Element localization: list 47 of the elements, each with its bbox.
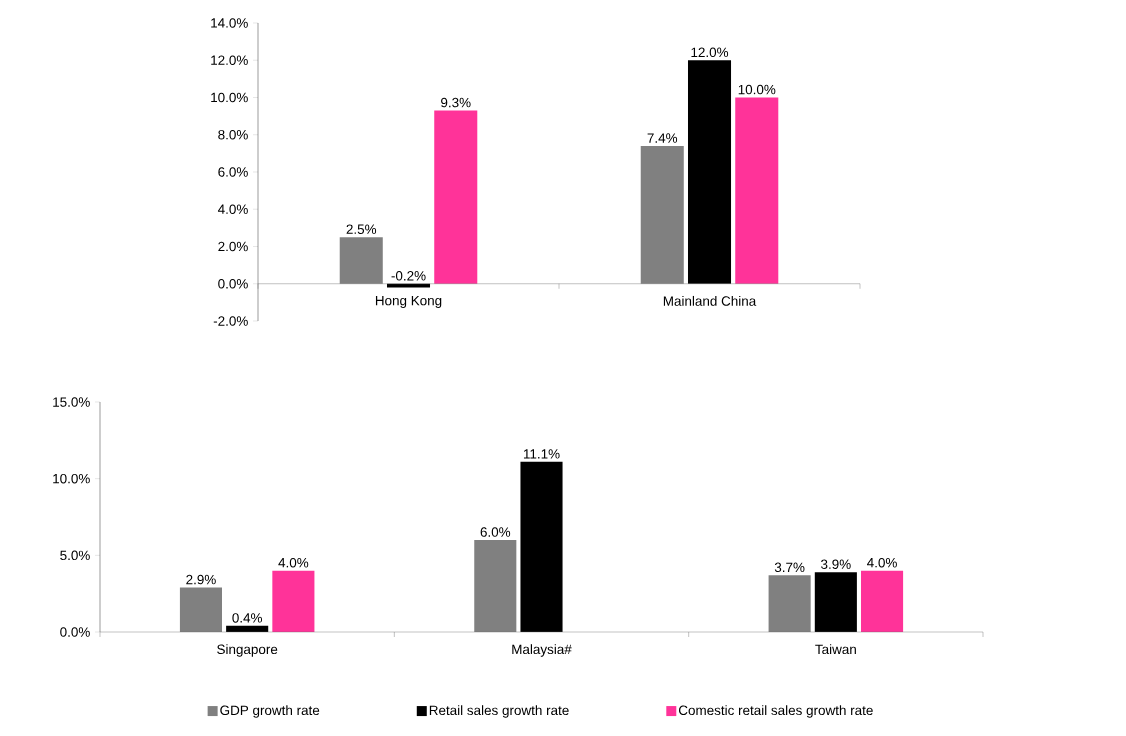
y-tick-label: 12.0% [211, 55, 248, 65]
data-label: -0.2% [391, 271, 426, 281]
legend-label: Retail sales growth rate [429, 705, 569, 718]
bar [735, 97, 779, 284]
y-tick-label: 14.0% [211, 18, 248, 28]
y-tick-label: 10.0% [53, 473, 90, 484]
y-tick-label: 10.0% [211, 92, 248, 103]
bar [272, 570, 315, 632]
bar [814, 572, 857, 632]
data-label: 9.3% [441, 97, 471, 108]
data-label: 2.9% [186, 574, 216, 585]
bar [474, 540, 517, 632]
y-tick-label: 6.0% [218, 167, 248, 177]
y-tick-label: 15.0% [53, 397, 90, 407]
bar [179, 587, 222, 632]
x-tick-label: Hong Kong [375, 295, 442, 308]
x-tick-label: Mainland China [663, 295, 757, 306]
x-tick-label: Singapore [217, 644, 278, 657]
bar [434, 110, 478, 284]
data-label: 3.7% [774, 562, 805, 573]
data-label: 4.0% [278, 557, 309, 568]
y-tick-label: 5.0% [60, 550, 90, 561]
x-tick-label: Taiwan [815, 644, 856, 655]
legend-label: Comestic retail sales growth rate [678, 705, 873, 718]
data-label: 4.0% [867, 557, 897, 568]
data-label: 0.4% [232, 613, 263, 623]
data-label: 3.9% [821, 559, 851, 569]
legend-label: GDP growth rate [220, 705, 320, 718]
bar [520, 461, 563, 632]
bar [339, 237, 383, 284]
y-tick-label: 0.0% [218, 278, 248, 289]
data-label: 2.5% [346, 224, 377, 234]
data-label: 11.1% [523, 449, 560, 459]
y-tick-label: 8.0% [218, 129, 248, 140]
bar [640, 145, 684, 284]
y-tick-label: 2.0% [218, 241, 248, 252]
data-label: 6.0% [480, 527, 511, 537]
data-label: 7.4% [647, 133, 678, 143]
bar [687, 60, 732, 284]
data-label: 10.0% [738, 84, 776, 95]
y-tick-label: 4.0% [217, 204, 248, 214]
y-tick-label: 0.0% [60, 627, 90, 637]
y-tick-label: -2.0% [213, 316, 248, 326]
x-tick-label: Malaysia# [512, 644, 572, 657]
bar [768, 575, 811, 632]
bar [861, 570, 904, 632]
data-label: 12.0% [691, 47, 729, 58]
